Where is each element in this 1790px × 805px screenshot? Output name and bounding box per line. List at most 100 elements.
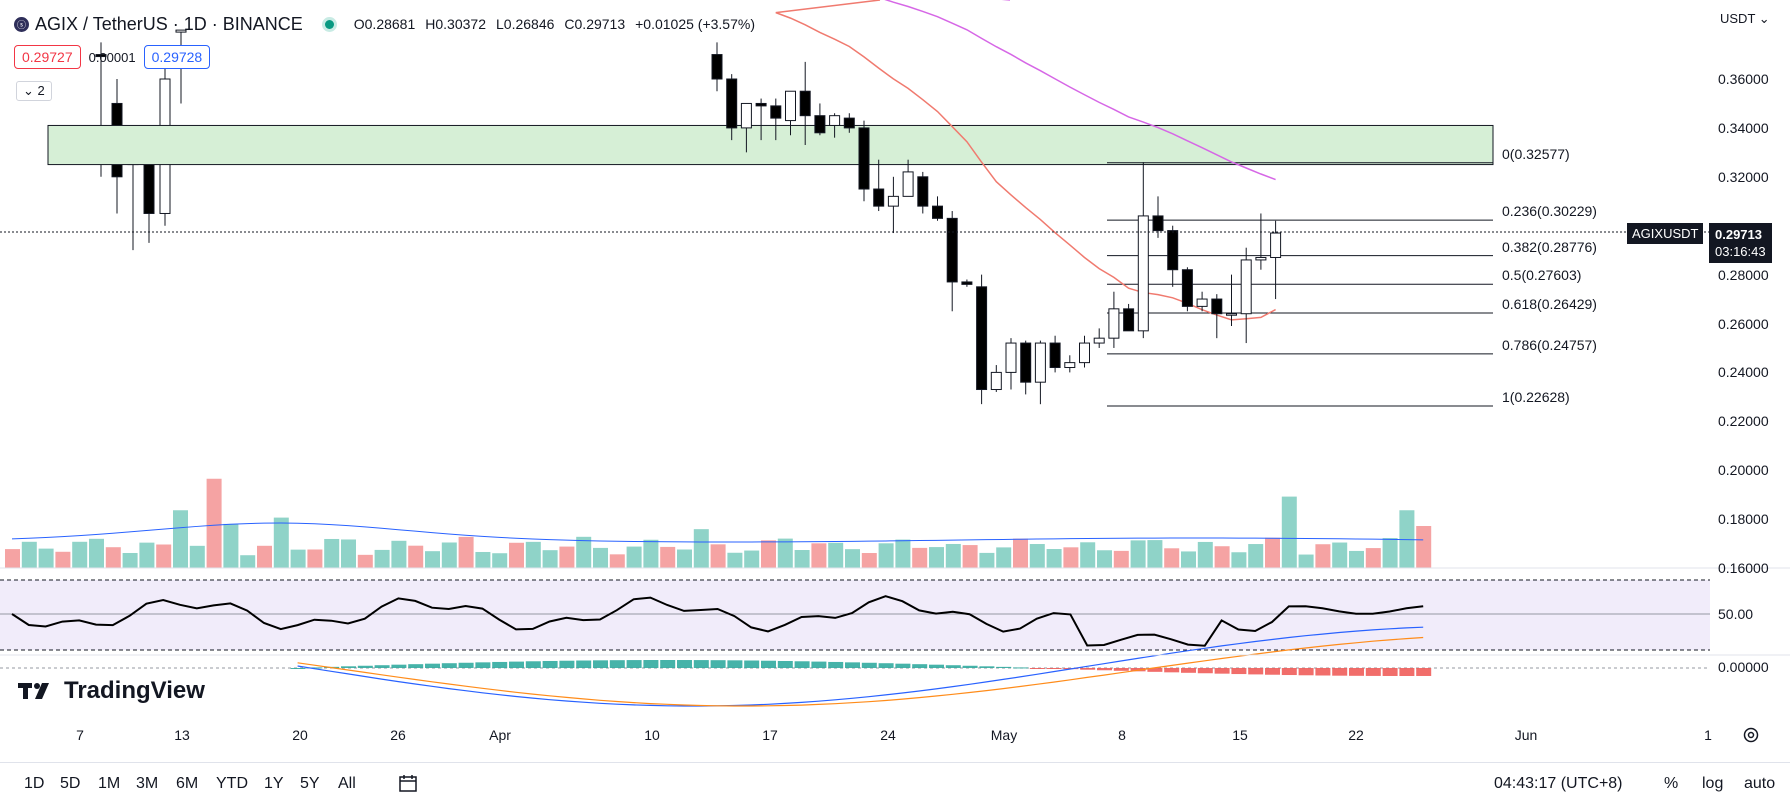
volume-bar: [1214, 546, 1230, 568]
macd-histogram-bar: [1248, 668, 1264, 675]
close-value: 0.29713: [574, 16, 626, 32]
candle-body: [1152, 215, 1164, 232]
candle-body: [1093, 337, 1105, 344]
range-button-1y[interactable]: 1Y: [264, 775, 284, 792]
candle-body: [1079, 342, 1090, 364]
macd-histogram-bar: [912, 664, 928, 668]
volume-bar: [189, 545, 205, 568]
fib-label: 0.382(0.28776): [1502, 238, 1597, 255]
support-resistance-zone: [47, 124, 1494, 166]
macd-line: [297, 626, 1424, 707]
volume-bar: [273, 517, 289, 568]
fib-label: 0.786(0.24757): [1502, 336, 1597, 353]
clock[interactable]: 04:43:17 (UTC+8): [1494, 775, 1623, 792]
range-button-1d[interactable]: 1D: [24, 775, 45, 792]
volume-bar: [441, 542, 457, 568]
macd-histogram-bar: [1029, 668, 1045, 669]
logo-text: TradingView: [64, 677, 205, 704]
range-button-3m[interactable]: 3M: [136, 775, 159, 792]
time-axis-label: 1: [1704, 727, 1712, 743]
tradingview-logo[interactable]: TradingView: [18, 677, 205, 705]
volume-bar: [139, 542, 155, 568]
close-label: C: [564, 16, 575, 32]
currency-selector[interactable]: USDT ⌄: [1720, 11, 1770, 27]
bottom-toolbar: 1D 5D 1M 3M 6M YTD 1Y 5Y All 04:43:17 (UTC+8) % …: [0, 762, 1790, 805]
log-scale-button[interactable]: log: [1702, 775, 1724, 792]
volume-bar: [1130, 540, 1146, 568]
range-button-6m[interactable]: 6M: [176, 775, 199, 792]
range-button-all[interactable]: All: [338, 775, 356, 792]
candle-body: [1064, 362, 1076, 369]
volume-bar: [1265, 537, 1280, 568]
macd-histogram-bar: [1214, 668, 1230, 674]
volume-bar: [1097, 550, 1112, 568]
macd-histogram-bar: [509, 661, 524, 668]
macd-histogram-bar: [1080, 668, 1096, 670]
volume-bar: [677, 549, 692, 568]
symbol-header: ⓢ AGIX / TetherUS · 1D · BINANCE O0.2868…: [14, 12, 765, 36]
settings-gear-icon[interactable]: [1741, 725, 1761, 745]
candle-body: [785, 90, 796, 122]
volume-bar: [945, 543, 961, 568]
volume-bar: [1231, 552, 1247, 568]
volume-bar: [912, 547, 928, 568]
volume-bar: [509, 542, 524, 568]
candle-body: [961, 281, 973, 285]
time-axis-label: 15: [1232, 727, 1248, 743]
candle-body: [976, 286, 988, 391]
volume-bar: [5, 549, 20, 568]
range-button-1m[interactable]: 1M: [98, 775, 121, 792]
volume-bar: [1029, 544, 1045, 568]
time-axis-label: May: [990, 727, 1018, 743]
volume-bar: [643, 539, 659, 568]
volume-bar: [1315, 544, 1331, 568]
volume-bar: [1349, 550, 1364, 568]
macd-histogram-bar: [1349, 668, 1364, 676]
macd-histogram-bar: [458, 662, 474, 668]
range-button-ytd[interactable]: YTD: [216, 775, 248, 792]
auto-scale-button[interactable]: auto: [1744, 775, 1776, 792]
macd-histogram-bar: [727, 660, 743, 668]
low-label: L: [495, 16, 504, 32]
time-axis-label: Jun: [1514, 727, 1538, 743]
candle-body: [726, 78, 738, 129]
candle-body: [932, 205, 943, 219]
macd-histogram-bar: [626, 660, 642, 668]
volume-bar: [761, 540, 776, 568]
macd-histogram-bar: [1231, 668, 1247, 675]
symbol-title[interactable]: AGIX / TetherUS · 1D · BINANCE: [35, 13, 303, 34]
fib-label: 0.5(0.27603): [1502, 267, 1582, 284]
volume-bar: [525, 541, 541, 568]
volume-bar: [1365, 548, 1381, 568]
buy-price-button[interactable]: 0.29728: [143, 45, 211, 69]
price-chart[interactable]: [0, 0, 1790, 762]
candle-body: [711, 54, 723, 80]
candle-body: [1108, 308, 1120, 339]
macd-histogram-bar: [828, 661, 844, 668]
volume-bar: [962, 545, 978, 568]
volume-bar: [357, 554, 373, 568]
rsi-line: [11, 595, 1424, 647]
price-axis-label: 0.28000: [1718, 266, 1769, 283]
volume-bar: [777, 538, 793, 568]
indicator-count: 2: [37, 83, 45, 98]
percent-scale-button[interactable]: %: [1664, 775, 1679, 792]
volume-bar: [1416, 526, 1432, 568]
macd-histogram-bar: [1315, 668, 1331, 676]
sell-price-button[interactable]: 0.29727: [14, 45, 81, 69]
volume-bar: [1281, 496, 1297, 568]
time-axis-label: 24: [880, 727, 896, 743]
fibonacci-retracement[interactable]: [1107, 162, 1493, 407]
indicators-toggle[interactable]: ⌄ 2: [16, 81, 52, 101]
macd-histogram-bar: [609, 660, 625, 668]
range-button-5d[interactable]: 5D: [60, 775, 81, 792]
time-axis-label: 8: [1118, 727, 1126, 743]
volume-bar: [1332, 542, 1348, 568]
agix-coin-icon: ⓢ: [14, 16, 29, 32]
macd-histogram-bar: [1181, 668, 1196, 673]
calendar-icon[interactable]: [398, 773, 420, 800]
macd-histogram-bar: [1113, 668, 1129, 671]
range-button-5y[interactable]: 5Y: [300, 775, 320, 792]
volume-bars: [5, 478, 1432, 568]
volume-bar: [240, 555, 256, 568]
